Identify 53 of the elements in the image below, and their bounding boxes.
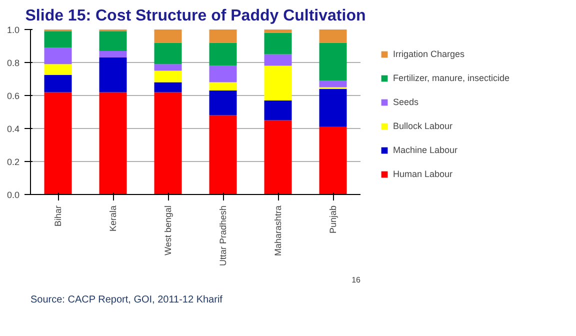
- bar: [154, 30, 182, 43]
- y-tick-label: 0.2: [6, 157, 20, 167]
- bar: [264, 30, 292, 33]
- chart-title: Slide 15: Cost Structure of Paddy Cultivation: [25, 8, 366, 24]
- legend-label: Machine Labour: [393, 145, 458, 155]
- bar: [44, 31, 72, 48]
- bar: [264, 100, 292, 120]
- bar: [154, 42, 182, 64]
- bar: [319, 30, 347, 43]
- legend-label: Seeds: [393, 97, 419, 107]
- x-tick-label: Uttar Pradhesh: [218, 206, 228, 266]
- legend-label: Bullock Labour: [393, 121, 453, 131]
- bar: [209, 66, 237, 82]
- bar: [264, 66, 292, 100]
- bar: [264, 32, 292, 54]
- bar: [99, 31, 127, 51]
- y-tick-label: 0.4: [6, 124, 20, 134]
- bar: [209, 90, 237, 116]
- bar: [264, 120, 292, 194]
- y-tick-label: 0.0: [6, 190, 20, 200]
- legend-label: Human Labour: [393, 169, 453, 179]
- bar: [154, 70, 182, 82]
- legend-label: Irrigation Charges: [393, 49, 465, 59]
- x-tick-label: West bengal: [163, 205, 173, 256]
- legend-label: Fertilizer, manure, insecticide: [393, 73, 510, 83]
- y-tick-label: 0.6: [6, 91, 20, 101]
- bar: [209, 82, 237, 91]
- bar: [44, 74, 72, 92]
- x-tick-label: Bihar: [53, 205, 63, 227]
- text: 16: [352, 276, 362, 284]
- bar: [44, 64, 72, 75]
- x-tick-label: Punjab: [328, 205, 338, 234]
- y-tick-label: 1.0: [6, 25, 20, 35]
- bar: [319, 42, 347, 81]
- x-tick-label: Maharashtra: [273, 205, 283, 256]
- bar: [44, 48, 72, 64]
- bar: [44, 92, 72, 194]
- bar: [319, 88, 347, 127]
- bar: [209, 30, 237, 43]
- bar: [319, 80, 347, 88]
- bar: [99, 92, 127, 194]
- bar: [209, 42, 237, 66]
- bar: [154, 92, 182, 194]
- bar: [99, 50, 127, 58]
- bar: [154, 82, 182, 92]
- x-tick-label: Kerala: [108, 206, 118, 232]
- y-tick-label: 0.8: [6, 58, 20, 68]
- source-note: Source: CACP Report, GOI, 2011-12 Kharif: [30, 294, 223, 306]
- bar: [209, 115, 237, 194]
- bar: [154, 64, 182, 71]
- bar: [319, 126, 347, 194]
- bar: [264, 54, 292, 66]
- bar: [99, 58, 127, 92]
